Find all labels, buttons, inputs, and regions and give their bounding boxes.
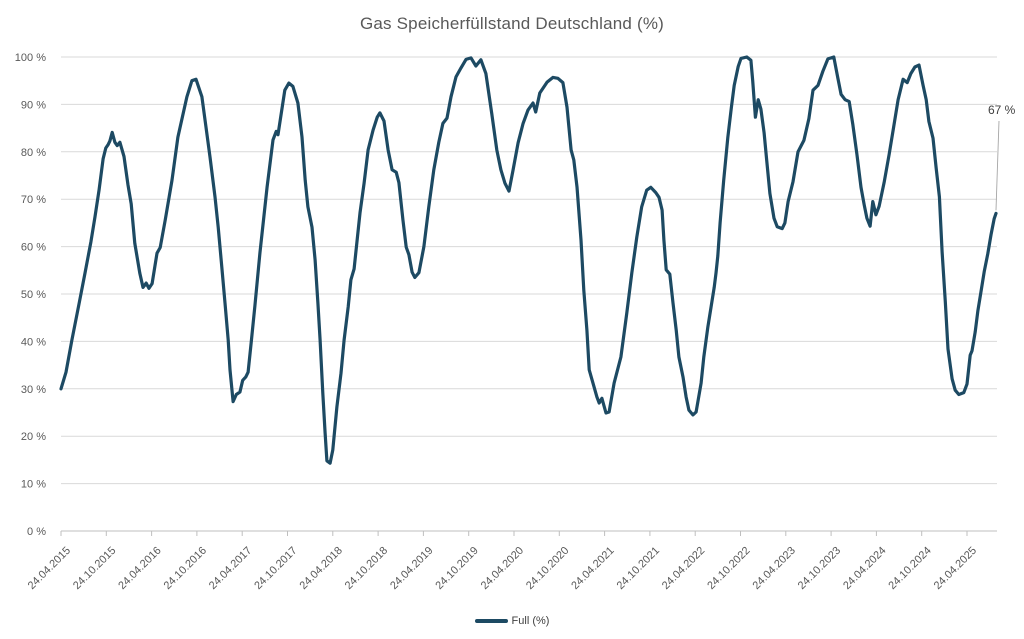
legend[interactable]: Full (%)	[0, 615, 1024, 627]
x-tick-label: 24.04.2021	[569, 545, 616, 592]
x-tick-label: 24.04.2019	[388, 545, 435, 592]
y-tick-label-40: 40 %	[21, 336, 46, 348]
x-tick-label: 24.04.2025	[932, 545, 979, 592]
x-tick-label: 24.10.2023	[796, 545, 843, 592]
last-value-annotation: 67 %	[988, 103, 1016, 117]
x-tick-label: 24.04.2020	[479, 545, 526, 592]
y-tick-label-30: 30 %	[21, 384, 46, 396]
x-tick-label: 24.04.2023	[751, 545, 798, 592]
x-tick-label: 24.10.2016	[162, 545, 209, 592]
annotation-leader-line	[995, 120, 1000, 211]
x-tick-label: 24.04.2017	[207, 545, 254, 592]
x-tick-label: 24.10.2021	[615, 545, 662, 592]
legend-line-swatch	[474, 619, 508, 623]
series-line-full-	[59, 55, 998, 465]
y-tick-label-0: 0 %	[27, 526, 46, 538]
x-tick-label: 24.10.2015	[71, 545, 118, 592]
y-tick-label-100: 100 %	[15, 52, 46, 64]
x-tick-label: 24.04.2024	[841, 545, 888, 592]
x-tick-label: 24.10.2022	[705, 545, 752, 592]
x-tick-label: 24.10.2017	[252, 545, 299, 592]
y-tick-label-60: 60 %	[21, 242, 46, 254]
x-tick-label: 24.04.2016	[116, 545, 163, 592]
y-tick-label-20: 20 %	[21, 431, 46, 443]
y-tick-label-80: 80 %	[21, 147, 46, 159]
y-tick-label-90: 90 %	[21, 99, 46, 111]
x-tick-label: 24.10.2024	[886, 545, 933, 592]
x-tick-label: 24.10.2019	[433, 545, 480, 592]
legend-series-label: Full (%)	[511, 615, 550, 627]
x-tick-label: 24.10.2020	[524, 545, 571, 592]
x-tick-label: 24.04.2022	[660, 545, 707, 592]
y-tick-label-70: 70 %	[21, 194, 46, 206]
chart-title: Gas Speicherfüllstand Deutschland (%)	[359, 14, 665, 33]
x-tick-label: 24.04.2015	[26, 545, 73, 592]
x-tick-label: 24.04.2018	[298, 545, 345, 592]
x-tick-label: 24.10.2018	[343, 545, 390, 592]
y-tick-label-10: 10 %	[21, 479, 46, 491]
y-tick-label-50: 50 %	[21, 289, 46, 301]
